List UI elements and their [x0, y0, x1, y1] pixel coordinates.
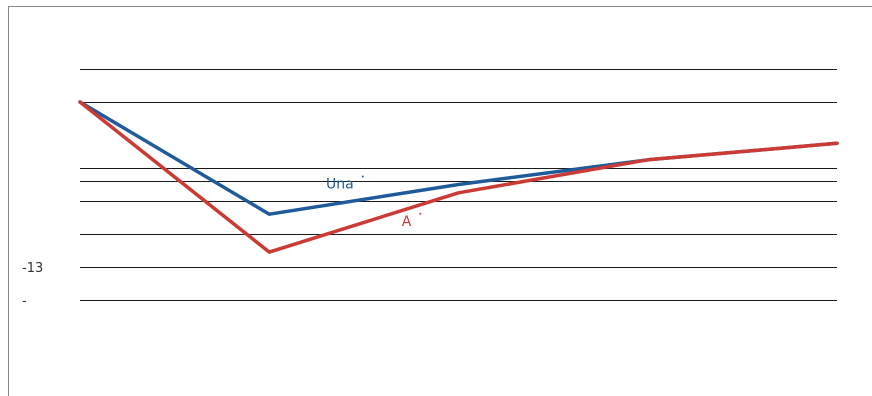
series-label-una: Una	[326, 176, 354, 192]
y-tick-label-1: -	[22, 294, 27, 309]
series-labels: Una A	[326, 175, 422, 230]
series-label-dot-una	[361, 175, 364, 178]
series-line-a	[78, 100, 839, 254]
y-tick-label-0: -13	[22, 261, 43, 276]
series-label-a: A	[402, 214, 412, 230]
y-tick-labels: -13 -	[22, 261, 43, 309]
series-lines	[78, 100, 839, 254]
series-label-dot-a	[419, 212, 422, 215]
series-line-una	[78, 100, 839, 216]
